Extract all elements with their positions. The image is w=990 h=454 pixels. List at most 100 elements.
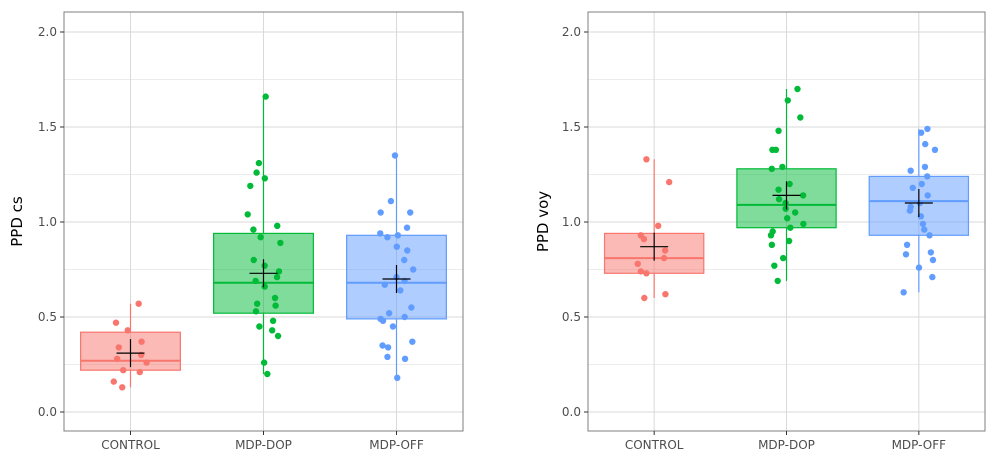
data-point <box>768 241 776 248</box>
data-point <box>903 241 911 248</box>
data-point <box>782 205 789 212</box>
data-point <box>922 140 929 148</box>
data-point <box>261 175 269 182</box>
data-point <box>775 186 782 193</box>
data-point <box>640 235 648 243</box>
box-mdp-dop <box>213 96 314 374</box>
data-point <box>138 338 145 345</box>
data-point <box>250 256 257 264</box>
mean-marker <box>772 181 801 210</box>
y-axis-title: PPD cs <box>8 196 26 247</box>
data-point <box>264 370 271 378</box>
data-point <box>252 277 259 285</box>
data-point <box>637 268 645 275</box>
data-point <box>929 256 937 264</box>
data-point <box>112 319 120 326</box>
mean-marker <box>640 232 669 261</box>
data-point <box>385 310 393 317</box>
data-point <box>143 359 150 366</box>
data-point <box>784 215 791 222</box>
data-point <box>786 180 793 188</box>
data-point <box>906 207 914 214</box>
data-point <box>775 127 782 134</box>
data-point <box>273 273 281 281</box>
data-point <box>787 224 794 231</box>
y-tick-label: 0.0 <box>562 405 581 419</box>
data-point <box>377 209 384 216</box>
data-point <box>929 273 936 281</box>
data-point <box>136 368 143 376</box>
data-point <box>277 239 284 247</box>
data-point <box>407 209 414 216</box>
data-point <box>384 353 391 361</box>
data-point <box>401 355 409 362</box>
data-point <box>921 226 928 233</box>
data-point <box>394 374 401 381</box>
data-point <box>260 359 268 366</box>
data-point <box>771 262 778 269</box>
data-point <box>768 165 776 172</box>
y-tick-label: 1.5 <box>562 120 581 134</box>
data-point <box>799 192 807 199</box>
data-point <box>784 97 791 104</box>
data-point <box>397 287 404 294</box>
data-point <box>919 220 927 228</box>
data-point <box>774 277 781 285</box>
data-point <box>404 247 411 254</box>
data-point <box>409 338 416 345</box>
data-point <box>403 224 411 231</box>
data-point <box>379 317 387 324</box>
data-point <box>250 226 257 233</box>
x-tick-label: CONTROL <box>101 438 160 452</box>
data-point <box>791 209 799 216</box>
data-point <box>661 247 669 254</box>
x-tick-label: MDP-DOP <box>235 438 292 452</box>
data-point <box>779 163 786 171</box>
data-point <box>110 378 117 385</box>
data-point <box>379 342 386 349</box>
data-point <box>660 254 668 262</box>
data-point <box>643 270 650 277</box>
data-point <box>907 167 914 174</box>
x-tick-label: CONTROL <box>625 438 684 452</box>
data-point <box>641 294 648 302</box>
data-point <box>654 222 662 229</box>
data-point <box>775 196 783 203</box>
data-point <box>909 184 916 191</box>
data-point <box>924 125 931 133</box>
data-point <box>115 344 122 351</box>
mean-marker <box>249 259 278 288</box>
data-point <box>643 156 650 163</box>
data-point <box>261 262 268 269</box>
data-point <box>274 332 282 340</box>
data-point <box>394 232 402 239</box>
data-point <box>926 232 933 239</box>
y-tick-label: 2.0 <box>562 25 581 39</box>
data-point <box>931 146 939 153</box>
data-point <box>274 222 281 229</box>
data-point <box>769 146 776 153</box>
data-point <box>794 85 801 93</box>
x-tick-label: MDP-OFF <box>892 438 947 452</box>
data-point <box>767 232 775 239</box>
x-tick-label: MDP-DOP <box>758 438 815 452</box>
data-point <box>253 300 261 307</box>
data-point <box>120 367 127 374</box>
data-point <box>924 173 931 180</box>
data-point <box>261 283 268 290</box>
data-point <box>915 264 923 271</box>
data-point <box>917 129 925 136</box>
data-point <box>393 243 401 250</box>
data-point <box>927 249 935 256</box>
data-point <box>272 302 279 309</box>
data-point <box>257 234 264 241</box>
data-point <box>800 220 807 228</box>
data-point <box>387 197 395 205</box>
box-control <box>603 159 705 298</box>
y-tick-label: 1.0 <box>38 215 57 229</box>
data-point <box>410 266 417 273</box>
data-point <box>401 313 408 321</box>
data-point <box>665 178 673 186</box>
data-point <box>918 180 925 188</box>
